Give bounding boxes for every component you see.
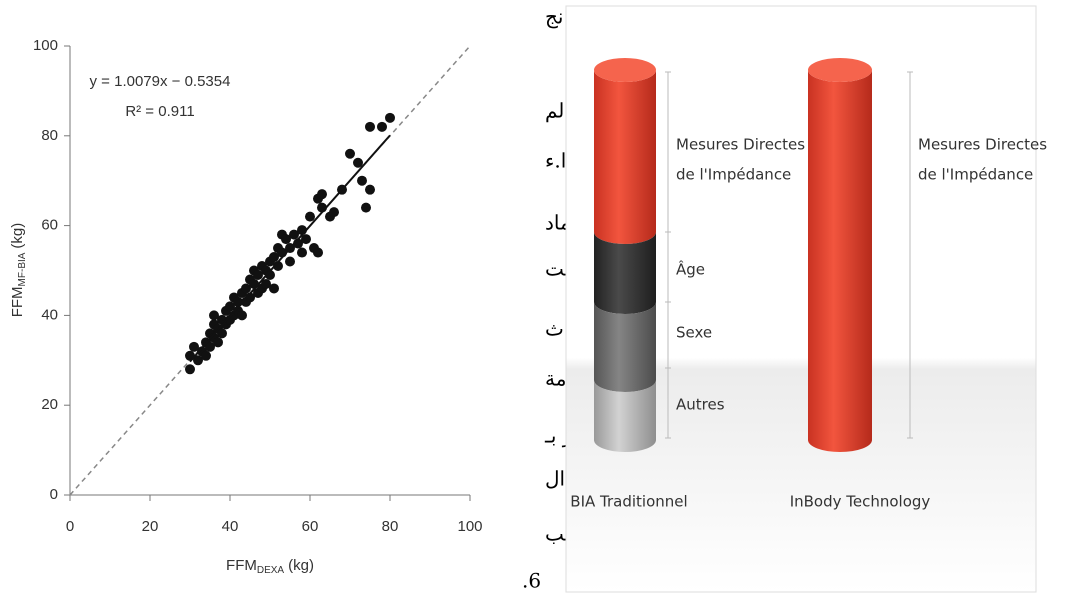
x-tick-label: 80 xyxy=(382,518,399,535)
x-tick-label: 0 xyxy=(66,518,74,535)
segment-label: Âge xyxy=(676,260,705,279)
y-axis-label: FFMMF-BIA (kg) xyxy=(9,223,28,318)
y-tick-label: 80 xyxy=(41,127,58,144)
x-axis-label: FFMDEXA(kg) xyxy=(226,557,314,576)
y-tick-label: 20 xyxy=(41,396,58,413)
point xyxy=(365,122,375,132)
x-axis-label-main: FFM xyxy=(226,557,257,574)
point xyxy=(213,337,223,347)
point xyxy=(285,257,295,267)
point xyxy=(313,248,323,258)
point xyxy=(329,207,339,217)
page: 020406080100020406080100FFMDEXA(kg)FFMMF… xyxy=(0,0,1066,602)
point xyxy=(297,248,307,258)
cylinder-segment xyxy=(594,70,656,244)
segment-label: Sexe xyxy=(676,324,712,342)
annotation: y = 1.0079x − 0.5354 xyxy=(90,73,231,90)
point xyxy=(305,212,315,222)
y-tick-label: 60 xyxy=(41,217,58,234)
cylinder-label: BIA Traditionnel xyxy=(570,493,687,511)
y-tick-label: 100 xyxy=(33,37,58,54)
annotation: R² = 0.911 xyxy=(125,103,194,120)
y-axis-label-sub: MF-BIA xyxy=(17,252,28,286)
point xyxy=(201,351,211,361)
segment-label: Mesures Directes xyxy=(918,136,1047,154)
x-axis-label-unit: (kg) xyxy=(288,557,314,574)
cylinder-top xyxy=(594,58,656,82)
text-fragment: ث xyxy=(545,317,564,341)
x-tick-label: 60 xyxy=(302,518,319,535)
point xyxy=(357,176,367,186)
y-axis-label-unit: (kg) xyxy=(9,223,26,249)
text-fragment: .6 xyxy=(522,569,541,593)
x-tick-label: 20 xyxy=(142,518,159,535)
segment-label: Mesures Directes xyxy=(676,136,805,154)
x-tick-label: 100 xyxy=(457,518,482,535)
point xyxy=(269,283,279,293)
cylinder-label: InBody Technology xyxy=(790,493,931,511)
point xyxy=(317,189,327,199)
point xyxy=(361,203,371,213)
cylinder-segment xyxy=(808,70,872,452)
text-fragment: نج xyxy=(545,5,563,29)
segment-label: de l'Impédance xyxy=(918,166,1033,184)
y-tick-label: 40 xyxy=(41,306,58,323)
cylinder-segment xyxy=(594,232,656,314)
text-fragment: ال xyxy=(545,467,565,491)
point xyxy=(385,113,395,123)
text-fragment: ا.ء xyxy=(545,149,566,173)
point xyxy=(237,310,247,320)
point xyxy=(345,149,355,159)
cylinder-segment xyxy=(594,302,656,392)
point xyxy=(365,185,375,195)
x-axis-label-sub: DEXA xyxy=(257,565,285,576)
point xyxy=(185,364,195,374)
x-tick-label: 40 xyxy=(222,518,239,535)
y-axis-label-main: FFM xyxy=(9,286,26,317)
fit-line xyxy=(190,135,390,361)
segment-label: de l'Impédance xyxy=(676,166,791,184)
cylinder-top xyxy=(808,58,872,82)
y-tick-label: 0 xyxy=(50,486,58,503)
text-fragment: مة xyxy=(545,367,566,391)
point xyxy=(377,122,387,132)
segment-label: Autres xyxy=(676,396,725,414)
